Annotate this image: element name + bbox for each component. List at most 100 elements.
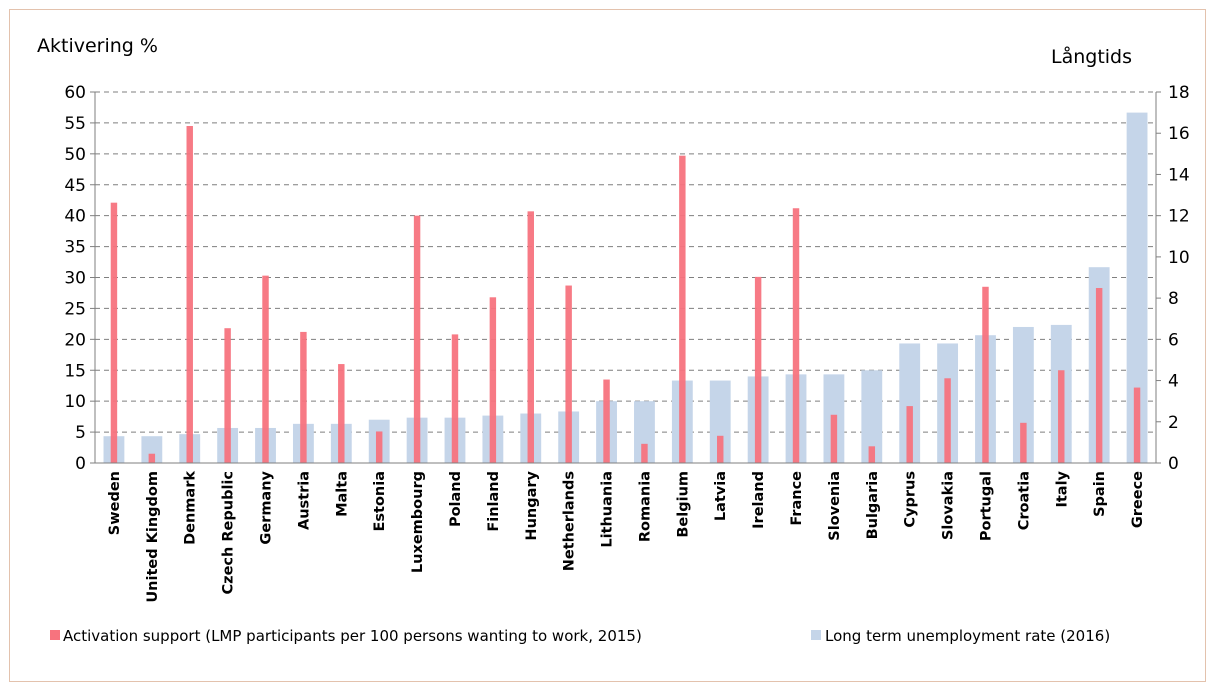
category-label: Estonia (372, 471, 388, 532)
category-label: Malta (334, 471, 350, 517)
long-term-bar-cyprus (899, 343, 921, 463)
long-term-bar-croatia (1012, 326, 1034, 463)
activation-bar-romania (641, 443, 648, 463)
category-label: Ireland (751, 471, 767, 529)
category-label: United Kingdom (145, 471, 161, 603)
activation-bar-netherlands (565, 285, 572, 463)
category-label: Netherlands (562, 471, 578, 571)
gridlines (95, 91, 1156, 433)
category-label: Belgium (675, 471, 691, 538)
y-left-tick-label: 5 (75, 423, 86, 443)
category-label: Spain (1092, 471, 1108, 517)
legend-swatch-long-term (811, 630, 821, 640)
activation-bar-ireland (754, 276, 762, 463)
chart-svg: 051015202530354045505560024681012141618 … (37, 35, 1190, 645)
category-label: Croatia (1016, 471, 1032, 530)
category-label: Poland (448, 471, 464, 527)
y-right-tick-label: 4 (1168, 372, 1179, 392)
y-left-tick-label: 20 (64, 330, 86, 350)
category-label: Cyprus (903, 471, 919, 528)
category-label: Finland (486, 471, 502, 532)
category-label: Italy (1054, 470, 1070, 507)
long-term-bar-united-kingdom (141, 436, 163, 463)
activation-bar-poland (451, 334, 459, 463)
category-label: France (789, 471, 805, 526)
category-label: Hungary (524, 470, 540, 540)
long-term-bar-greece (1126, 112, 1148, 463)
category-label: Denmark (183, 471, 199, 545)
activation-support-bars (110, 126, 1141, 463)
category-label: Austria (296, 471, 312, 530)
category-label: Lithuania (600, 471, 616, 548)
chart-frame: 0 5 10 15 20 25 30 35 40 45 50 55 60 0 2 4 6 8 10 12 14 16 18 … (9, 9, 1206, 682)
activation-bar-spain (1095, 288, 1103, 463)
activation-bar-slovakia (944, 378, 951, 463)
y-right-tick-label: 0 (1168, 454, 1179, 474)
legend-swatch-activation (50, 630, 60, 640)
activation-bar-cyprus (906, 406, 913, 463)
category-label: Sweden (107, 471, 123, 535)
y-left-tick-label: 40 (64, 207, 86, 227)
category-label: Luxembourg (410, 471, 426, 573)
activation-bar-greece (1133, 387, 1141, 463)
y-left-tick-label: 10 (64, 392, 86, 412)
activation-bar-latvia (717, 435, 724, 463)
activation-bar-austria (300, 331, 307, 463)
y-right-tick-label: 10 (1168, 248, 1190, 268)
activation-bar-denmark (186, 126, 193, 463)
category-label: Portugal (978, 471, 994, 541)
category-labels: Sweden United Kingdom Denmark Czech Republi… (107, 470, 1146, 602)
y-right-tick-label: 18 (1168, 83, 1190, 103)
legend-label-long-term: Long term unemployment rate (2016) (825, 627, 1110, 645)
y-left-tick-label: 30 (64, 269, 86, 289)
activation-bar-sweden (110, 202, 118, 463)
activation-bar-estonia (375, 431, 383, 463)
y-right-tick-label: 6 (1168, 330, 1179, 350)
long-term-bar-romania (634, 401, 655, 463)
y-right-tick-label: 14 (1168, 165, 1190, 185)
y-right-tick-label: 8 (1168, 289, 1179, 309)
category-label: Romania (637, 471, 653, 542)
category-label: Czech Republic (221, 471, 237, 595)
y-left-tick-label: 45 (64, 176, 86, 196)
y-left-tick-label: 60 (64, 83, 86, 103)
category-label: Latvia (713, 471, 729, 521)
category-label: Bulgaria (865, 471, 881, 539)
activation-bar-croatia (1020, 422, 1027, 463)
activation-bar-germany (262, 275, 269, 463)
y-right-tick-label: 12 (1168, 207, 1190, 227)
y-left-tick-label: 15 (64, 361, 86, 381)
activation-bar-united-kingdom (148, 453, 156, 463)
activation-bar-slovenia (830, 414, 838, 463)
y-left-axis-title: Aktivering % (37, 35, 158, 57)
legend: Activation support (LMP participants per… (50, 627, 1110, 645)
axes: 0 5 10 15 20 25 30 35 40 45 50 55 60 0 2 4 6 8 10 12 14 16 18 (64, 83, 1189, 474)
y-left-tick-label: 0 (75, 454, 86, 474)
long-term-unemployment-bars (103, 112, 1148, 463)
activation-bar-malta (338, 364, 345, 463)
activation-bar-belgium (679, 155, 686, 463)
y-right-axis-title: Långtids (1051, 45, 1132, 68)
activation-bar-france (792, 208, 800, 463)
activation-bar-lithuania (603, 379, 610, 463)
activation-bar-portugal (982, 286, 989, 463)
activation-bar-luxembourg (413, 215, 421, 463)
activation-bar-bulgaria (868, 446, 876, 463)
activation-bar-hungary (527, 211, 534, 463)
category-label: Slovenia (827, 471, 843, 541)
long-term-bar-latvia (709, 380, 731, 463)
y-left-tick-label: 55 (64, 114, 86, 134)
activation-bar-italy (1058, 370, 1065, 463)
y-left-tick-label: 50 (64, 145, 86, 165)
category-label: Greece (1130, 471, 1146, 528)
y-right-tick-label: 2 (1168, 413, 1179, 433)
y-left-tick-label: 25 (64, 299, 86, 319)
category-label: Slovakia (941, 471, 957, 540)
y-left-tick-label: 35 (64, 238, 86, 258)
y-right-tick-label: 16 (1168, 124, 1190, 144)
category-label: Germany (259, 470, 275, 544)
legend-label-activation: Activation support (LMP participants per… (63, 627, 642, 645)
long-term-bar-bulgaria (861, 370, 883, 463)
activation-bar-finland (489, 297, 497, 463)
activation-bar-czech-republic (224, 328, 231, 463)
